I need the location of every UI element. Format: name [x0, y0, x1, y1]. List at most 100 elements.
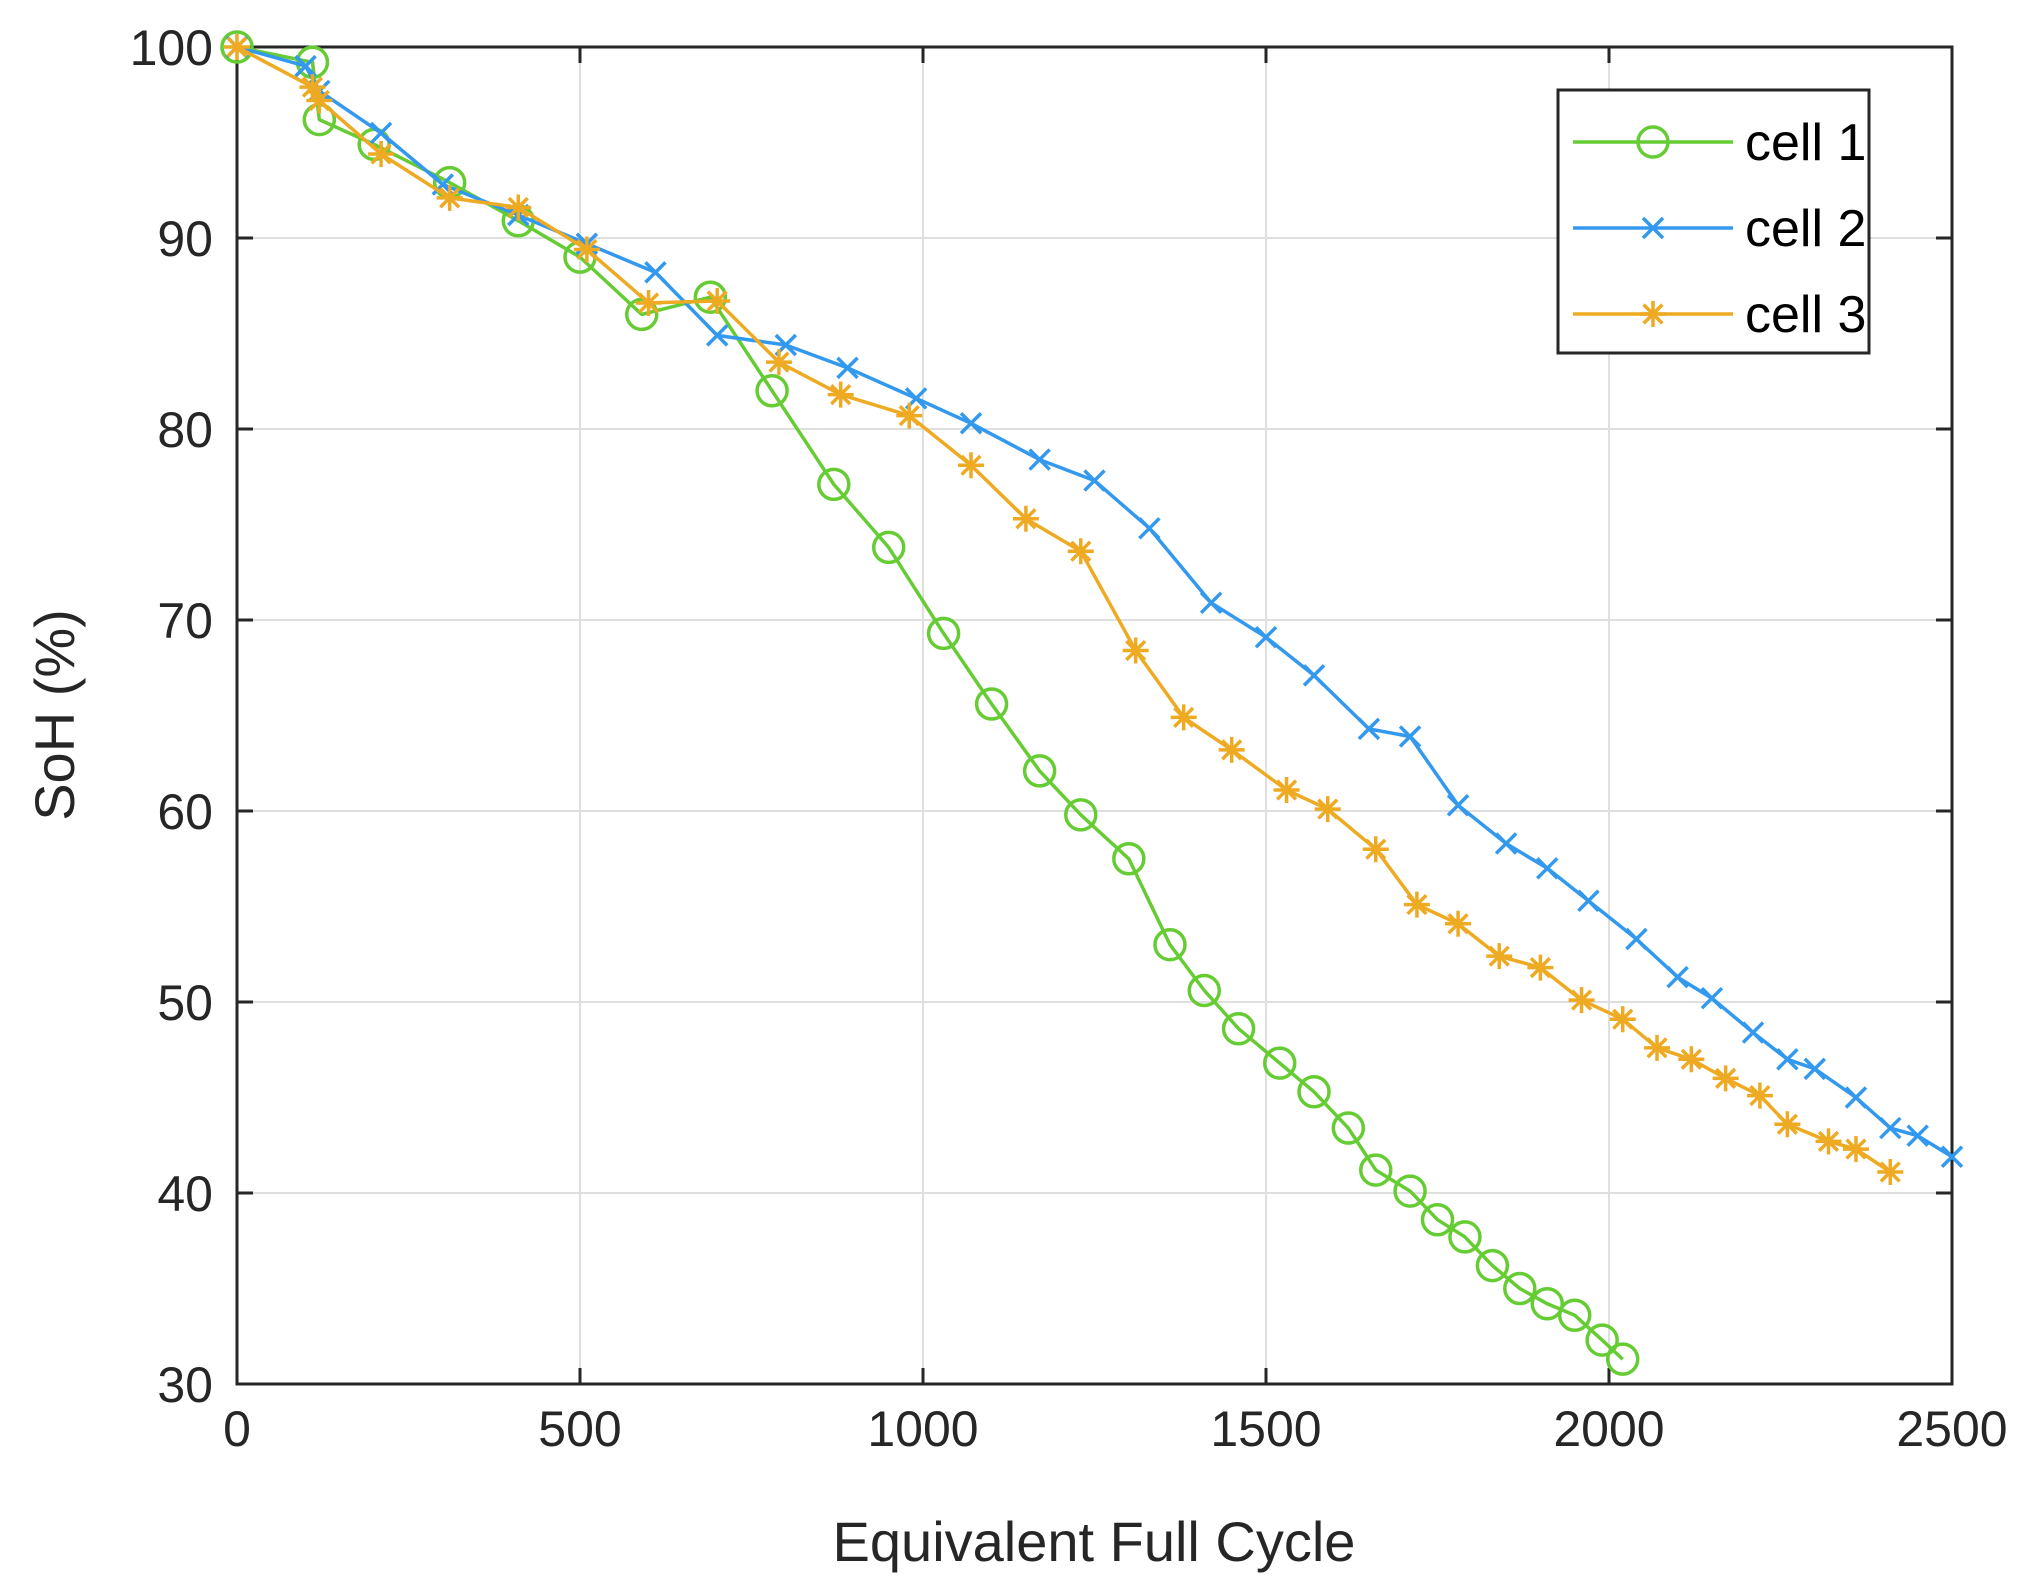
y-axis-label: SoH (%) — [23, 609, 86, 821]
data-point — [1741, 1021, 1765, 1044]
y-tick-label: 50 — [157, 975, 213, 1031]
data-point — [505, 194, 532, 221]
data-point — [368, 140, 395, 167]
legend-marker — [1640, 301, 1666, 327]
legend-marker — [1636, 125, 1670, 159]
data-point — [827, 381, 854, 408]
x-tick-label: 2500 — [1896, 1401, 2007, 1457]
y-tick-label: 100 — [130, 20, 213, 76]
data-point — [896, 402, 923, 429]
x-tick-label: 0 — [223, 1401, 251, 1457]
data-point — [871, 530, 906, 565]
data-point — [1536, 857, 1559, 880]
data-point — [1028, 448, 1051, 471]
data-point — [1398, 725, 1422, 748]
data-point — [224, 34, 250, 60]
data-point — [1064, 798, 1098, 832]
data-point — [1577, 889, 1600, 913]
legend-box — [1556, 88, 1871, 355]
legend-label: cell 1 — [1745, 114, 1866, 172]
data-point — [755, 374, 789, 408]
series-layer — [220, 30, 1964, 1376]
y-tick-label: 70 — [157, 593, 213, 649]
data-point — [299, 74, 326, 101]
plot-frame — [235, 45, 1954, 1386]
legend-label: cell 3 — [1745, 286, 1866, 344]
legend-marker — [1641, 216, 1665, 240]
data-point — [1605, 1342, 1640, 1376]
data-point — [1445, 910, 1472, 937]
data-point — [1494, 832, 1518, 855]
legend: cell 1 cell 2 cell 3 — [1556, 88, 1871, 355]
data-point — [1273, 776, 1300, 803]
data-point — [693, 280, 728, 314]
data-point — [573, 236, 600, 263]
data-point — [1557, 1298, 1592, 1332]
x-tick-label: 500 — [538, 1401, 621, 1457]
data-point — [1138, 517, 1161, 540]
data-point — [1403, 891, 1430, 918]
data-point — [1700, 986, 1724, 1010]
data-point — [1112, 842, 1146, 876]
series-line — [236, 45, 1624, 1361]
data-point — [836, 356, 859, 380]
data-point — [436, 184, 463, 211]
data-point — [644, 261, 667, 284]
data-point — [1262, 1046, 1297, 1080]
data-point — [635, 289, 662, 316]
data-point — [1503, 1271, 1537, 1306]
data-point — [1067, 538, 1094, 565]
data-point — [1712, 1065, 1739, 1092]
data-point — [704, 288, 731, 315]
data-point — [1420, 1202, 1455, 1237]
data-point — [369, 121, 393, 145]
data-point — [1879, 1116, 1902, 1140]
data-point — [1187, 973, 1222, 1008]
data-point — [1446, 794, 1470, 817]
y-tick-label: 30 — [157, 1357, 213, 1413]
data-point — [1625, 927, 1648, 951]
data-point — [1530, 1287, 1565, 1321]
data-point — [1906, 1124, 1929, 1147]
x-axis-label: Equivalent Full Cycle — [833, 1510, 1356, 1573]
series-1 — [220, 30, 1640, 1376]
data-point — [1297, 1075, 1331, 1109]
legend-item: cell 2 — [1573, 200, 1866, 258]
data-point — [1776, 1048, 1799, 1071]
data-point — [1609, 1006, 1636, 1033]
data-point — [958, 452, 985, 479]
y-tick-label: 80 — [157, 402, 213, 458]
data-point — [817, 467, 851, 502]
data-point — [1362, 836, 1389, 863]
legend-label: cell 2 — [1745, 200, 1866, 258]
data-point — [1568, 987, 1595, 1014]
data-point — [959, 412, 983, 435]
data-point — [1199, 591, 1223, 615]
data-point — [1393, 1174, 1427, 1208]
data-point — [1314, 796, 1341, 823]
data-point — [765, 349, 792, 376]
data-point — [220, 30, 254, 64]
axis-ticks: 0 500 1000 1500 2000 2500 30 40 50 60 70 80 90 100 — [130, 20, 2008, 1457]
data-point — [1666, 965, 1689, 989]
data-point — [1585, 1323, 1619, 1357]
data-point — [974, 687, 1009, 721]
data-point — [1254, 625, 1278, 649]
data-point — [1359, 1153, 1393, 1187]
data-point — [1448, 1220, 1482, 1254]
series-3 — [224, 34, 1904, 1185]
data-point — [1122, 637, 1149, 664]
data-point — [294, 54, 317, 78]
data-point — [1746, 1082, 1773, 1109]
data-point — [1218, 736, 1245, 763]
x-tick-label: 1000 — [867, 1401, 978, 1457]
x-tick-label: 1500 — [1210, 1401, 1321, 1457]
data-point — [1644, 1034, 1671, 1061]
data-point — [306, 87, 333, 114]
y-tick-label: 40 — [157, 1166, 213, 1222]
data-point — [1357, 717, 1381, 741]
data-point — [1170, 704, 1197, 731]
data-point — [1842, 1136, 1869, 1163]
data-point — [1221, 1011, 1256, 1046]
